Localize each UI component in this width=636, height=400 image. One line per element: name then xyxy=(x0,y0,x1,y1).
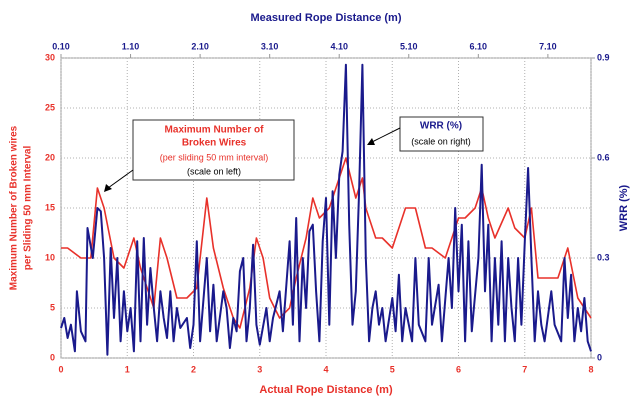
x2-tick-label: 4.10 xyxy=(330,41,348,51)
y-tick-label: 10 xyxy=(45,252,55,262)
annotation-box xyxy=(399,116,484,152)
x-tick-label: 7 xyxy=(522,364,527,374)
y-tick-label: 25 xyxy=(45,102,55,112)
x-tick-label: 4 xyxy=(323,364,328,374)
y2-tick-label: 0.3 xyxy=(597,252,610,262)
annotation-text: (scale on left) xyxy=(187,166,241,176)
annotation-text: WRR (%) xyxy=(420,121,462,132)
arrow xyxy=(371,127,401,143)
x-tick-label: 0 xyxy=(58,364,63,374)
x-tick-label: 8 xyxy=(588,364,593,374)
y2-tick-label: 0.6 xyxy=(597,152,610,162)
arrow xyxy=(107,169,134,189)
annotation: WRR (%) (scale on right) xyxy=(367,116,484,152)
arrow-head xyxy=(367,138,375,145)
x-tick-label: 3 xyxy=(257,364,262,374)
arrow-head xyxy=(104,184,112,192)
y-tick-label: 0 xyxy=(50,352,55,362)
annotation-text: Maximum Number of xyxy=(165,125,265,136)
x2-tick-label: 3.10 xyxy=(261,41,279,51)
annotation-text: Broken Wires xyxy=(182,138,247,149)
y2-axis-title: WRR (%) xyxy=(618,184,630,231)
x2-tick-label: 5.10 xyxy=(400,41,418,51)
x-axis-title: Actual Rope Distance (m) xyxy=(259,384,393,396)
x-tick-label: 6 xyxy=(456,364,461,374)
y-axis-title: per Sliding 50 mm Interval xyxy=(23,146,34,271)
y-tick-label: 5 xyxy=(50,302,55,312)
x2-tick-label: 0.10 xyxy=(52,41,70,51)
annotation: Maximum Number of Broken Wires (per slid… xyxy=(104,119,295,192)
y2-tick-label: 0.9 xyxy=(597,52,610,62)
y-axis-title: Maximum Number of Broken wires xyxy=(9,125,20,290)
y-tick-label: 20 xyxy=(45,152,55,162)
y-tick-label: 30 xyxy=(45,52,55,62)
top-axis-title: Measured Rope Distance (m) xyxy=(251,12,402,24)
y-tick-label: 15 xyxy=(45,202,55,212)
y2-tick-label: 0 xyxy=(597,352,602,362)
x-tick-label: 1 xyxy=(125,364,130,374)
annotation-text: (per sliding 50 mm interval) xyxy=(160,152,269,162)
annotation-box xyxy=(132,119,295,181)
x-tick-label: 5 xyxy=(390,364,395,374)
series-line xyxy=(60,63,592,356)
x-tick-label: 2 xyxy=(191,364,196,374)
x2-tick-label: 2.10 xyxy=(191,41,209,51)
x2-tick-label: 1.10 xyxy=(122,41,140,51)
x2-tick-label: 6.10 xyxy=(470,41,488,51)
marks: 0 5 10 15 20 25 30 0 0.3 0.6 0.9 0 1 2 3 4 5 6 7 8 0.10 1.10 2… xyxy=(45,41,610,374)
x2-tick-label: 7.10 xyxy=(539,41,557,51)
annotation-text: (scale on right) xyxy=(411,136,471,146)
